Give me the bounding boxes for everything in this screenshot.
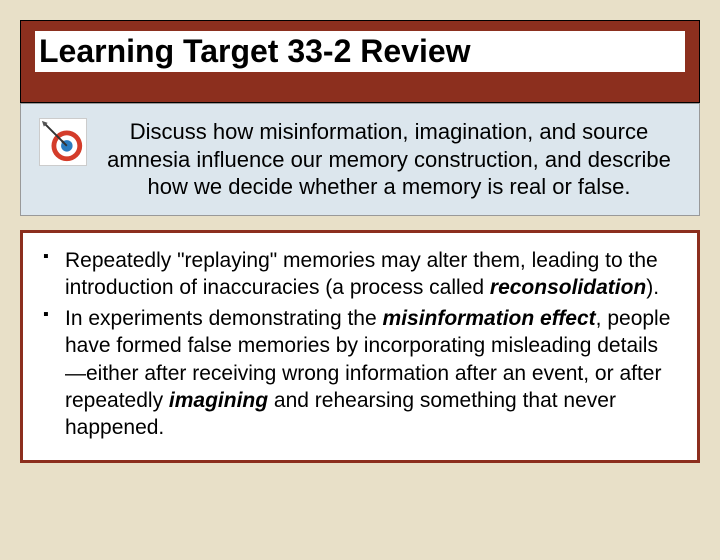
bullet-text: ). bbox=[646, 276, 659, 299]
bullets-box: Repeatedly "replaying" memories may alte… bbox=[20, 230, 700, 463]
discuss-box: Discuss how misinformation, imagination,… bbox=[20, 103, 700, 216]
emphasis-term: imagining bbox=[169, 389, 268, 412]
slide: Learning Target 33-2 Review Discuss how … bbox=[0, 20, 720, 560]
discuss-text: Discuss how misinformation, imagination,… bbox=[97, 118, 681, 201]
title-bar: Learning Target 33-2 Review bbox=[20, 20, 700, 103]
bullet-list: Repeatedly "replaying" memories may alte… bbox=[43, 247, 677, 442]
bullet-text: In experiments demonstrating the bbox=[65, 307, 383, 330]
target-icon bbox=[39, 118, 87, 166]
page-title: Learning Target 33-2 Review bbox=[35, 31, 685, 72]
list-item: Repeatedly "replaying" memories may alte… bbox=[43, 247, 677, 302]
list-item: In experiments demonstrating the misinfo… bbox=[43, 305, 677, 441]
emphasis-term: misinformation effect bbox=[383, 307, 596, 330]
emphasis-term: reconsolidation bbox=[490, 276, 646, 299]
